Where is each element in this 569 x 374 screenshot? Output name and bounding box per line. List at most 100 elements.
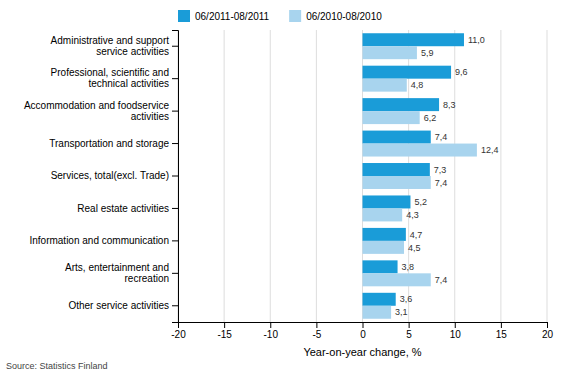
grid-line (316, 30, 317, 322)
tick-mark (172, 78, 178, 79)
bar (363, 260, 398, 273)
data-label: 9,6 (455, 67, 468, 77)
tick: -10 (264, 322, 279, 340)
tick: -15 (217, 322, 232, 340)
data-label: 6,2 (424, 113, 437, 123)
grid (178, 30, 547, 322)
tick-mark (172, 46, 178, 47)
tick: Transportation and storage (49, 138, 178, 149)
tick-mark (172, 305, 178, 306)
legend-swatch (178, 10, 190, 22)
data-label: 11,0 (468, 35, 485, 45)
data-label: 3,8 (402, 262, 415, 272)
legend-item: 06/2010-08/2010 (289, 10, 382, 22)
tick-mark (172, 176, 178, 177)
bar (363, 33, 464, 46)
bar (363, 163, 430, 176)
tick: 20 (542, 322, 554, 340)
data-label: 3,1 (395, 307, 408, 317)
tick-mark (270, 322, 271, 328)
bar (363, 195, 411, 208)
data-label: 7,3 (434, 165, 447, 175)
tick-label: Information and communication (29, 235, 169, 246)
data-label: 5,2 (414, 197, 427, 207)
tick-mark (172, 273, 178, 274)
tick-mark (363, 322, 364, 328)
tick-label: Administrative and supportservice activi… (51, 35, 170, 57)
axis-line (172, 31, 179, 323)
data-label: 4,7 (410, 230, 423, 240)
data-label: 7,4 (435, 132, 448, 142)
tick: Services, total(excl. Trade) (51, 170, 178, 181)
grid-line (500, 30, 501, 322)
annotation: Source: Statistics Finland (6, 361, 108, 371)
tick-mark (455, 322, 456, 328)
x-axis: -20-15-10-505101520 (171, 322, 553, 340)
tick-mark (172, 240, 178, 241)
bar (363, 131, 431, 144)
tick-label: Real estate activities (77, 203, 169, 214)
tick: -20 (171, 322, 186, 340)
data-labels: 11,0 9,6 8,3 7,4 7,3 5,2 4,7 3,8 3,6 5,9 4,8 6,2 12,… (395, 35, 498, 318)
legend-label: 06/2010-08/2010 (306, 11, 382, 22)
tick: Accommodation and foodserviceactivities (24, 100, 178, 122)
bar (363, 79, 407, 92)
bar (363, 111, 420, 124)
tick-label: Services, total(excl. Trade) (51, 170, 169, 181)
chart: 11,0 9,6 8,3 7,4 7,3 5,2 4,7 3,8 3,6 5,9 4,8 6,2 12,… (0, 0, 569, 374)
bar (363, 176, 431, 189)
tick-label: 15 (496, 329, 508, 340)
tick: Information and communication (29, 235, 178, 246)
data-label: 4,5 (408, 243, 421, 253)
tick: Professional, scientific andtechnical ac… (51, 67, 178, 89)
tick-label: -15 (217, 329, 232, 340)
data-label: 3,6 (400, 294, 413, 304)
tick-label: 10 (450, 329, 462, 340)
tick-mark (316, 322, 317, 328)
legend-swatch (289, 10, 301, 22)
bar (363, 306, 392, 319)
tick-label: Professional, scientific andtechnical ac… (51, 67, 169, 89)
plot: 11,0 9,6 8,3 7,4 7,3 5,2 4,7 3,8 3,6 5,9 4,8 6,2 12,… (24, 30, 554, 340)
tick: 10 (450, 322, 462, 340)
series (363, 46, 477, 319)
tick: Arts, entertainment andrecreation (65, 262, 178, 284)
tick-label: 5 (406, 329, 412, 340)
grid-line (270, 30, 271, 322)
tick-label: Arts, entertainment andrecreation (65, 262, 169, 284)
tick-label: Accommodation and foodserviceactivities (24, 100, 170, 122)
bar (363, 273, 431, 286)
legend-label: 06/2011-08/2011 (195, 11, 270, 22)
data-label: 4,3 (406, 210, 419, 220)
tick: 5 (406, 322, 412, 340)
tick: Real estate activities (77, 203, 178, 214)
data-label: 5,9 (421, 48, 434, 58)
bar (363, 98, 440, 111)
tick: -5 (312, 322, 321, 340)
tick-label: -10 (264, 329, 279, 340)
bar (363, 241, 405, 254)
data-label: 12,4 (481, 145, 499, 155)
bar (363, 208, 403, 221)
tick-mark (501, 322, 502, 328)
data-label: 7,4 (435, 275, 448, 285)
data-label: 8,3 (443, 100, 456, 110)
bar (363, 46, 417, 59)
bars (363, 33, 477, 319)
bar (363, 144, 477, 157)
axis-line (179, 323, 548, 329)
grid-line (224, 30, 225, 322)
tick-label: -20 (171, 329, 186, 340)
tick: 15 (496, 322, 508, 340)
data-label: 4,8 (411, 80, 424, 90)
data-label: 7,4 (435, 178, 448, 188)
tick-mark (547, 322, 548, 328)
tick-mark (172, 111, 178, 112)
x-axis-title: Year-on-year change, % (303, 346, 421, 358)
tick-mark (409, 322, 410, 328)
tick-label: 20 (542, 329, 554, 340)
series (363, 33, 464, 306)
legend-item: 06/2011-08/2011 (178, 10, 270, 22)
tick-mark (172, 208, 178, 209)
bar (363, 293, 396, 306)
